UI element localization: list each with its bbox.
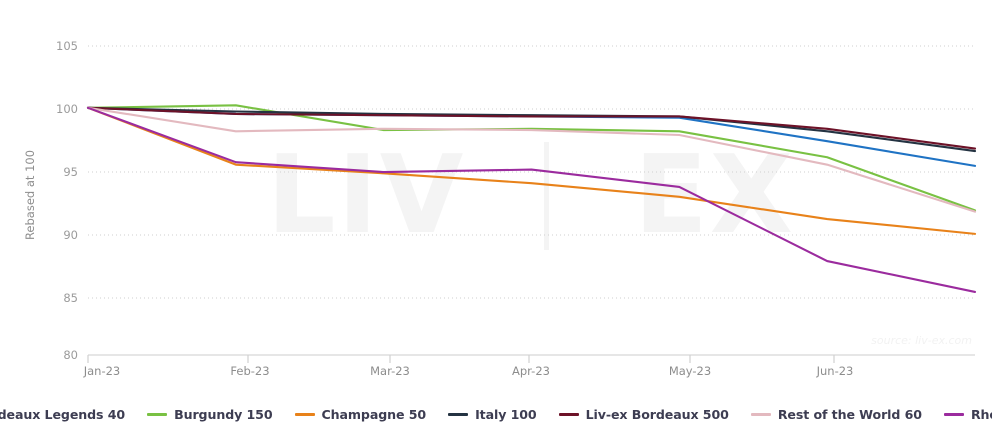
- legend-item-bordeaux-legends-40[interactable]: Bordeaux Legends 40: [0, 407, 125, 422]
- series-line-liv-ex-bordeaux-500: [86, 106, 977, 150]
- legend-item-champagne-50[interactable]: Champagne 50: [294, 406, 427, 422]
- legend-swatch-icon: [558, 412, 579, 416]
- series-line-rest-of-the-world-60: [86, 106, 977, 213]
- y-tick-label-90: 90: [63, 228, 78, 242]
- plot-area: LIV EX: [23, 39, 977, 378]
- legend-item-italy-100[interactable]: Italy 100: [448, 407, 537, 422]
- watermark: LIV EX: [267, 133, 793, 258]
- y-tick-labels: 105 100 95 90 85 80: [56, 39, 78, 362]
- legend-item-label: Burgundy 150: [174, 406, 273, 422]
- legend-item-label: Italy 100: [475, 406, 537, 422]
- legend-item-label: Bordeaux Legends 40: [0, 406, 126, 422]
- y-tick-label-105: 105: [56, 39, 78, 53]
- legend-swatch-icon: [943, 412, 964, 416]
- series-line-champagne-50: [86, 106, 977, 235]
- y-tick-label-95: 95: [63, 165, 78, 179]
- x-tick-label-may: May-23: [669, 364, 711, 378]
- series-line-burgundy-150: [86, 104, 977, 212]
- legend-swatch-icon: [448, 412, 469, 416]
- legend-item-rest-of-the-world-60[interactable]: Rest of the World 60: [750, 406, 922, 422]
- x-tick-label-apr: Apr-23: [512, 364, 550, 378]
- y-axis-title: Rebased at 100: [23, 150, 37, 240]
- legend-item-label: Rhone 100: [970, 406, 992, 422]
- series-line-rhone-100: [86, 106, 977, 294]
- legend-swatch-icon: [147, 412, 168, 416]
- source-note: source: liv-ex.com: [871, 334, 972, 347]
- x-axis: [87, 354, 975, 363]
- x-tick-label-mar: Mar-23: [370, 364, 410, 378]
- y-tick-label-100: 100: [56, 102, 78, 116]
- x-tick-labels: Jan-23 Feb-23 Mar-23 Apr-23 May-23 Jun-2…: [83, 364, 854, 378]
- legend-item-label: Champagne 50: [321, 406, 427, 422]
- legend-item-liv-ex-bordeaux-500[interactable]: Liv-ex Bordeaux 500: [558, 406, 729, 422]
- x-tick-label-jun: Jun-23: [816, 364, 854, 378]
- legend-item-label: Rest of the World 60: [777, 406, 922, 422]
- legend-item-burgundy-150[interactable]: Burgundy 150: [147, 406, 273, 422]
- legend-swatch-icon: [294, 412, 315, 416]
- series-line-italy-100: [86, 106, 977, 153]
- line-chart-svg: LIV EX: [23, 39, 977, 378]
- watermark-divider: [544, 142, 549, 250]
- x-tick-label-feb: Feb-23: [230, 364, 269, 378]
- legend-item-rhone-100[interactable]: Rhone 100: [943, 406, 992, 422]
- chart-legend: Bordeaux Legends 40 Burgundy 150 Champagne…: [0, 392, 992, 436]
- y-tick-label-85: 85: [63, 291, 78, 305]
- y-tick-label-80: 80: [63, 348, 78, 362]
- gridlines: [88, 45, 975, 299]
- series-lines: [86, 104, 977, 294]
- legend-swatch-icon: [750, 412, 771, 416]
- x-tick-label-jan: Jan-23: [83, 364, 121, 378]
- legend-item-label: Liv-ex Bordeaux 500: [585, 406, 729, 422]
- watermark-left-text: LIV: [267, 133, 466, 258]
